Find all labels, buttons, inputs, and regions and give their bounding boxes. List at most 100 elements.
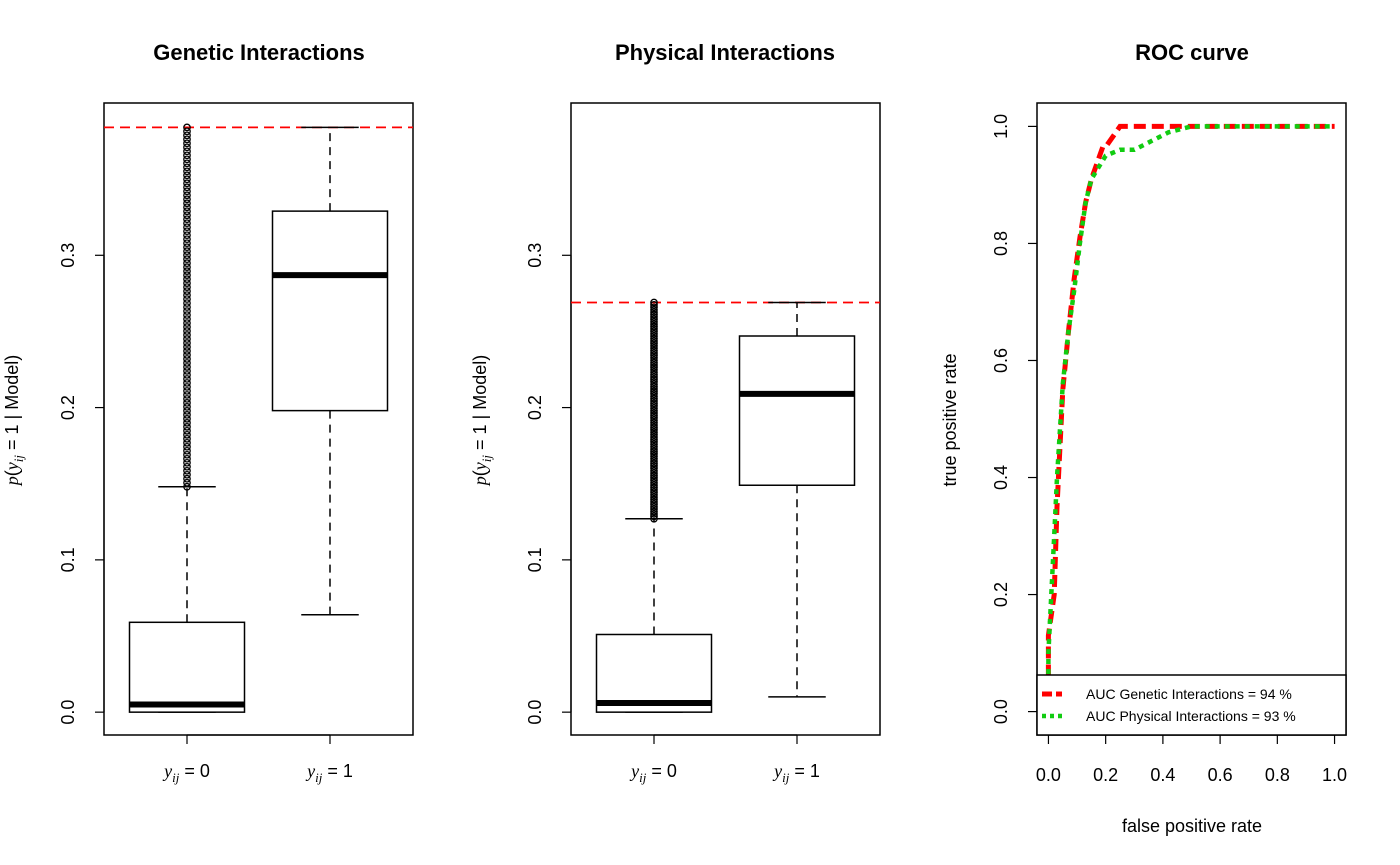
- x-tick-label: yij = 0: [162, 761, 210, 785]
- outlier-point: [650, 375, 658, 384]
- outlier-point: [650, 382, 658, 391]
- outlier-point: [650, 303, 658, 312]
- outlier-point: [650, 332, 658, 340]
- x-tick-label: 0.0: [1036, 765, 1061, 785]
- outlier-point: [183, 143, 191, 152]
- outlier-point: [183, 151, 191, 160]
- roc-series-line: [1046, 124, 1335, 694]
- outlier-point: [183, 311, 191, 319]
- outlier-point: [183, 251, 191, 260]
- box: [738, 335, 856, 486]
- outlier-point: [183, 155, 191, 164]
- outlier-point: [650, 368, 658, 377]
- outlier-point: [650, 356, 658, 365]
- outlier-point: [650, 363, 658, 372]
- outlier-point: [650, 305, 658, 314]
- outlier-point: [650, 380, 658, 389]
- y-tick-label: 0.1: [58, 547, 78, 572]
- x-tick-label: 0.4: [1150, 765, 1175, 785]
- outlier-point: [183, 474, 191, 483]
- outlier-point: [183, 139, 191, 148]
- outlier-point: [183, 231, 191, 240]
- y-tick-label: 0.2: [58, 395, 78, 420]
- outlier-point: [183, 343, 191, 351]
- outlier-point: [650, 493, 658, 501]
- outlier-point: [183, 131, 191, 140]
- outlier-point: [183, 211, 191, 220]
- outlier-point: [650, 512, 658, 521]
- outlier-point: [650, 392, 658, 401]
- y-tick-label: 0.8: [991, 231, 1011, 256]
- outlier-point: [183, 291, 191, 299]
- outlier-point: [650, 454, 658, 463]
- outlier-point: [183, 315, 191, 323]
- outlier-point: [183, 263, 191, 271]
- y-tick-label: 1.0: [991, 114, 1011, 139]
- x-tick-label: yij = 1: [305, 761, 353, 785]
- outlier-point: [183, 239, 191, 248]
- outlier-point: [183, 159, 191, 168]
- physical-interactions-panel: Physical Interactions 0.0 0.1 0.2 0.3 p(yij …: [470, 40, 881, 785]
- outlier-point: [183, 407, 191, 415]
- outlier-point: [183, 438, 191, 447]
- outlier-point: [650, 315, 658, 324]
- outlier-point: [650, 370, 658, 379]
- outlier-point: [650, 514, 658, 523]
- plot-frame: [1036, 102, 1347, 736]
- outlier-point: [183, 434, 191, 443]
- outlier-point: [650, 358, 658, 367]
- outlier-point: [650, 351, 658, 360]
- outlier-point: [183, 123, 191, 132]
- legend-entry: AUC Physical Interactions = 93 %: [1086, 708, 1296, 724]
- outlier-point: [183, 419, 191, 427]
- outlier-point: [183, 458, 191, 467]
- outlier-point: [650, 416, 658, 425]
- outlier-point: [183, 307, 191, 315]
- outlier-point: [650, 483, 658, 492]
- x-tick-label: yij = 1: [772, 761, 820, 785]
- outlier-point: [650, 373, 658, 381]
- outlier-point: [650, 457, 658, 465]
- outlier-point: [183, 299, 191, 307]
- outlier-point: [183, 199, 191, 208]
- x-tick-label: yij = 0: [629, 761, 677, 785]
- roc-series-line: [1045, 123, 1335, 677]
- outlier-point: [183, 391, 191, 399]
- outlier-point: [650, 481, 658, 489]
- outlier-point: [650, 423, 658, 432]
- outlier-point: [183, 167, 191, 176]
- outlier-point: [183, 450, 191, 459]
- outlier-point: [183, 371, 191, 379]
- outlier-point: [183, 339, 191, 347]
- outlier-point: [183, 147, 191, 156]
- y-axis-label: p(yij = 1 | Model): [2, 355, 26, 487]
- legend-entry: AUC Genetic Interactions = 94 %: [1086, 686, 1292, 702]
- box: [128, 621, 246, 713]
- outlier-point: [183, 375, 191, 383]
- outlier-point: [183, 403, 191, 411]
- outlier-point: [650, 418, 658, 427]
- outlier-point: [183, 183, 191, 192]
- x-axis-label: false positive rate: [1122, 816, 1262, 836]
- outlier-point: [650, 389, 658, 398]
- outlier-point: [650, 428, 658, 437]
- outlier-point: [650, 447, 658, 456]
- outlier-point: [183, 466, 191, 475]
- outlier-point: [650, 411, 658, 420]
- y-tick-label: 0.1: [525, 547, 545, 572]
- outlier-point: [183, 323, 191, 331]
- legend: AUC Genetic Interactions = 94 % AUC Physi…: [1036, 674, 1347, 736]
- outlier-point: [650, 452, 658, 461]
- outlier-point: [183, 175, 191, 184]
- outlier-point: [650, 406, 658, 415]
- outlier-point: [650, 387, 658, 396]
- outlier-point: [183, 367, 191, 375]
- y-tick-label: 0.3: [525, 243, 545, 268]
- outlier-point: [650, 505, 658, 513]
- outlier-point: [650, 399, 658, 408]
- y-tick-label: 0.3: [58, 243, 78, 268]
- y-tick-label: 0.6: [991, 348, 1011, 373]
- outlier-point: [650, 510, 658, 518]
- legend-box: [1036, 674, 1347, 736]
- y-tick-label: 0.0: [525, 700, 545, 725]
